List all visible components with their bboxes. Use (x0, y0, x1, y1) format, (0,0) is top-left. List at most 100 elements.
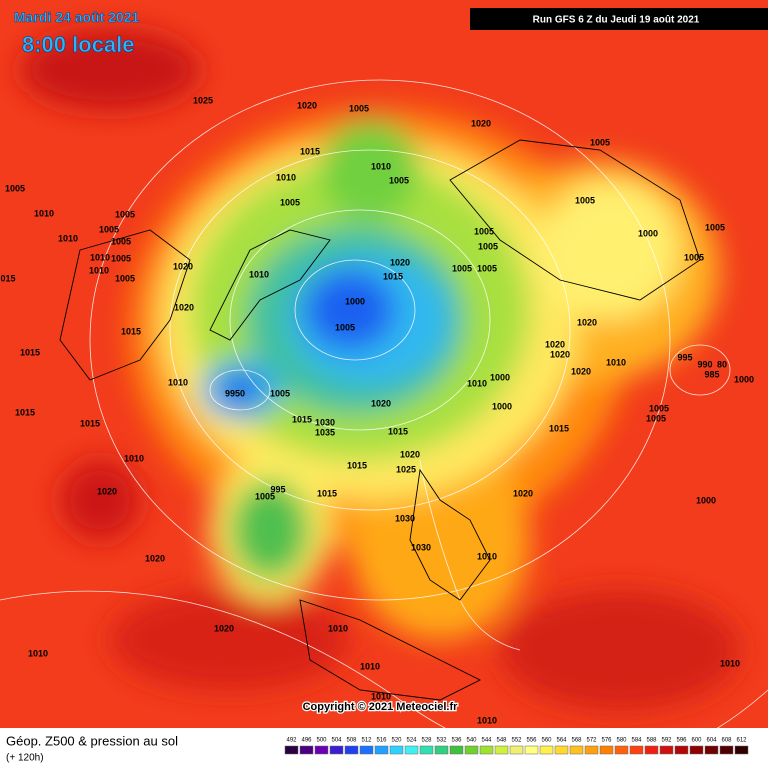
scale-swatch (344, 745, 359, 755)
isobar-label: 1020 (550, 349, 570, 359)
scale-label: 540 (466, 738, 477, 744)
isobar-label: 9950 (225, 388, 245, 398)
date: Mardi 24 août 2021 (14, 9, 139, 25)
isobar-label: 1005 (649, 403, 669, 413)
scale-swatch (719, 745, 734, 755)
scale-label: 500 (316, 738, 327, 744)
scale-swatch (299, 745, 314, 755)
scale-swatch (644, 745, 659, 755)
scale-label: 600 (691, 738, 702, 744)
isobar-label: 1020 (145, 553, 165, 563)
scale-label: 552 (511, 738, 522, 744)
isobar-label: 1005 (684, 252, 704, 262)
isobar-labels: 1025 1020 10051020100510151010100510101005… (0, 95, 754, 725)
scale-swatch (434, 745, 449, 755)
isobar-label: 1010 (276, 172, 296, 182)
isobar-label: 1020 (577, 317, 597, 327)
footer-title: Géop. Z500 & pression au sol (6, 733, 178, 748)
scale-label: 588 (646, 738, 657, 744)
isobar-label: 1015 (20, 347, 40, 357)
isobar-label: 995 (677, 352, 692, 362)
scale-swatch (629, 745, 644, 755)
isobar-label: 1010 (467, 378, 487, 388)
scale-label: 516 (376, 738, 387, 744)
isobar-label: 1005 (646, 413, 666, 423)
isobar-label: 1020 (297, 100, 317, 110)
isobar-label: 1035 (315, 427, 335, 437)
scale-label: 528 (421, 738, 432, 744)
isobar-label: 1020 (97, 486, 117, 496)
scale-swatch (389, 745, 404, 755)
isobar-label: 1010 (168, 377, 188, 387)
isobar-label: 1005 (477, 263, 497, 273)
scale-label: 568 (571, 738, 582, 744)
scale-swatch (569, 745, 584, 755)
isobar-label: 1005 (280, 197, 300, 207)
coastlines (59, 139, 701, 701)
isobar-label: 1000 (345, 296, 365, 306)
isobar-label: 1010 (720, 658, 740, 668)
scale-label: 520 (391, 738, 402, 744)
scale-label: 492 (286, 738, 297, 744)
isobar-label: 015 (0, 273, 15, 283)
isobar-label: 1020 (371, 398, 391, 408)
isobar-label: 1010 (249, 269, 269, 279)
isobar-label: 1005 (115, 273, 135, 283)
isobar-label: 1000 (696, 495, 716, 505)
scale-swatch (509, 745, 524, 755)
isobar-label: 1015 (549, 423, 569, 433)
scale-label: 608 (721, 738, 732, 744)
isobar-label: 1020 (545, 339, 565, 349)
isobar-label: 1020 (513, 488, 533, 498)
isobar-label: 1020 (471, 118, 491, 128)
scale-label: 544 (481, 738, 492, 744)
isobar-label: 1005 (111, 236, 131, 246)
scale-label: 572 (586, 738, 597, 744)
isobar-label: 1005 (389, 175, 409, 185)
isobar-label: 1020 (571, 366, 591, 376)
isobar-label: 1005 (111, 253, 131, 263)
scale-swatch (449, 745, 464, 755)
isobar-label: 1005 (115, 209, 135, 219)
isobar-label: 1010 (477, 715, 497, 725)
scale-label: 496 (301, 738, 312, 744)
scale-label: 556 (526, 738, 537, 744)
scale-label: 612 (736, 738, 747, 744)
isobar-label: 1000 (492, 401, 512, 411)
color-scale: 492 496 500 504 508 512 516 520 524 528 532 536 540 5… (284, 738, 749, 755)
footer-range: (+ 120h) (6, 753, 44, 764)
scale-label: 524 (406, 738, 417, 744)
isobar-label: 1010 (477, 551, 497, 561)
isobar-label: 1030 (395, 513, 415, 523)
scale-swatch (419, 745, 434, 755)
isobars (0, 79, 768, 728)
isobar-label: 1005 (99, 224, 119, 234)
time: 8:00 locale (22, 32, 135, 57)
copyright: Copyright © 2021 Meteociel.fr (303, 701, 459, 713)
isobar-label: 1010 (89, 265, 109, 275)
scale-swatch (659, 745, 674, 755)
isobar-label: 1005 (590, 137, 610, 147)
isobar-label: 1005 (255, 491, 275, 501)
isobar-label: 1005 (270, 388, 290, 398)
isobar-label: 1015 (80, 418, 100, 428)
scale-label: 592 (661, 738, 672, 744)
scale-swatch (524, 745, 539, 755)
isobar-label: 1025 (396, 464, 416, 474)
isobar-label: 1005 (575, 195, 595, 205)
isobar-label: 1005 (5, 183, 25, 193)
isobar-label: 1015 (388, 426, 408, 436)
isobar-label: 1015 (317, 488, 337, 498)
isobar-label: 990 (697, 359, 712, 369)
isobar-label: 1030 (411, 542, 431, 552)
scale-label: 508 (346, 738, 357, 744)
scale-swatch (494, 745, 509, 755)
scale-swatch (674, 745, 689, 755)
isobar-label: 1010 (28, 648, 48, 658)
scale-label: 576 (601, 738, 612, 744)
isobar-label: 1005 (474, 226, 494, 236)
scale-label: 536 (451, 738, 462, 744)
isobar-label: 1020 (173, 261, 193, 271)
